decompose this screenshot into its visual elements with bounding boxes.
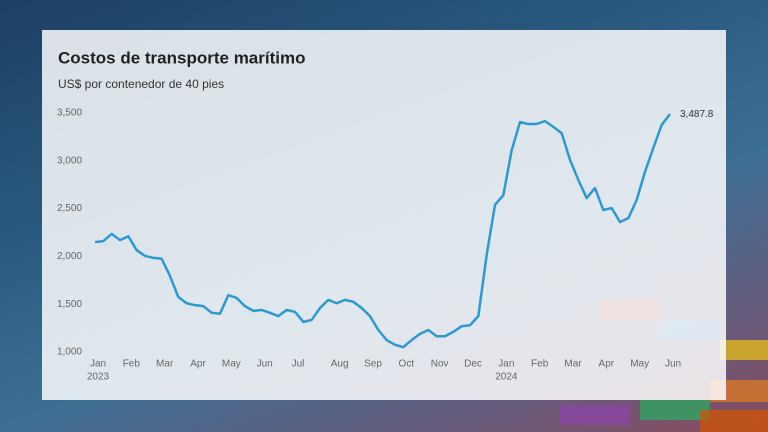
y-tick-label: 1,000 <box>57 347 82 358</box>
x-tick-label: Feb <box>531 359 549 370</box>
x-year-label: 2023 <box>87 372 110 383</box>
x-tick-label: Dec <box>464 359 482 370</box>
x-year-label: 2024 <box>495 372 518 383</box>
value-label: 3,487.8 <box>680 109 714 120</box>
x-tick-label: May <box>222 359 241 370</box>
x-tick-label: Jul <box>292 359 305 370</box>
x-tick-label: Feb <box>123 359 141 370</box>
chart-subtitle: US$ por contenedor de 40 pies <box>58 77 224 91</box>
x-tick-label: Jun <box>665 359 681 370</box>
y-tick-label: 3,000 <box>57 155 82 166</box>
x-tick-label: Apr <box>190 359 206 370</box>
chart-title: Costos de transporte marítimo <box>58 48 306 67</box>
y-tick-label: 3,500 <box>57 108 82 119</box>
x-tick-label: Jan <box>498 359 514 370</box>
x-tick-label: Jun <box>257 359 273 370</box>
x-tick-label: Apr <box>599 359 615 370</box>
y-tick-label: 2,000 <box>57 251 82 262</box>
x-tick-label: Sep <box>364 359 382 370</box>
x-tick-label: Aug <box>331 359 349 370</box>
line <box>94 113 671 349</box>
y-tick-label: 1,500 <box>57 299 82 310</box>
x-tick-label: Jan <box>90 359 106 370</box>
x-tick-label: Nov <box>431 359 449 370</box>
y-tick-label: 2,500 <box>57 203 82 214</box>
x-tick-label: May <box>630 359 649 370</box>
x-tick-label: Mar <box>156 359 174 370</box>
x-tick-label: Oct <box>399 359 415 370</box>
x-tick-label: Mar <box>564 359 582 370</box>
